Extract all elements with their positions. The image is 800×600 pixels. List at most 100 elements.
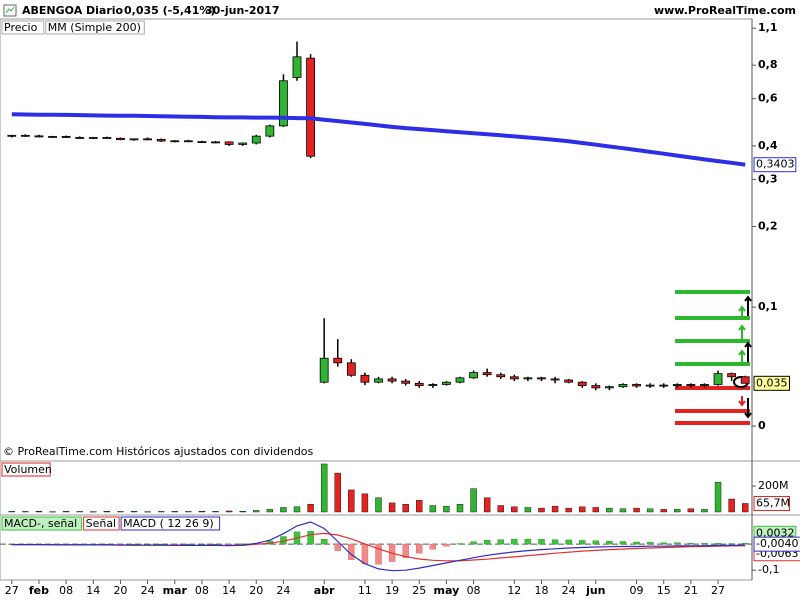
x-tick-label: jun xyxy=(585,584,605,597)
volume-bar xyxy=(375,497,382,513)
x-tick-label: 08 xyxy=(59,584,73,597)
candle-body xyxy=(129,138,139,141)
arrow-down xyxy=(744,398,752,419)
x-tick-label: 25 xyxy=(412,584,426,597)
volume-bar xyxy=(348,489,355,513)
candle-body xyxy=(482,372,492,376)
legend-entry: MACD ( 12 26 9) xyxy=(123,517,214,530)
macd-histogram-bar xyxy=(456,543,464,545)
candle-body xyxy=(550,378,560,381)
candle-body xyxy=(170,140,180,143)
value-tag: 0,0032 xyxy=(756,526,795,539)
candle-body xyxy=(577,381,587,386)
legend-entry: MM (Simple 200) xyxy=(48,21,141,34)
candle-body xyxy=(672,384,682,386)
price-tag-box xyxy=(753,375,790,391)
volume-bar xyxy=(416,500,423,513)
y-tick-label: -0,1 xyxy=(758,563,779,576)
volume-bar xyxy=(687,508,695,513)
macd-histogram-bar xyxy=(524,538,532,545)
header: ABENGOA Diario 0,035 (-5,41%) 30-jun-201… xyxy=(3,4,796,17)
y-tick-label: 0,6 xyxy=(758,92,778,105)
macd-histogram-bar xyxy=(551,539,559,545)
candle-body xyxy=(727,373,737,378)
volume-bar xyxy=(22,511,29,513)
y-tick-label: 0,8 xyxy=(758,58,778,71)
volume-bar xyxy=(429,505,437,513)
volume-bar xyxy=(660,509,667,513)
macd-histogram-bar xyxy=(511,538,518,545)
macd-histogram-bar xyxy=(198,543,206,545)
moving-average xyxy=(11,112,746,167)
volume-bar xyxy=(253,510,260,513)
volume-bar xyxy=(239,511,246,513)
candle-body xyxy=(686,384,696,386)
x-tick-label: 24 xyxy=(562,584,576,597)
macd-histogram-bar xyxy=(429,543,437,550)
period: Diario xyxy=(86,4,124,17)
macd-histogram-bar xyxy=(579,540,586,545)
volume-bar xyxy=(592,507,600,513)
candle-body xyxy=(156,138,166,142)
candle-body xyxy=(442,381,451,385)
candle-body xyxy=(7,134,17,137)
volume-bar xyxy=(524,507,532,513)
arrow-up xyxy=(744,295,752,316)
volume-bar xyxy=(551,505,559,513)
candle-body xyxy=(238,142,248,145)
volume-bar xyxy=(225,510,233,513)
candle-body xyxy=(387,378,397,382)
arrow-down xyxy=(738,396,746,407)
legend-box xyxy=(83,516,120,531)
candle-body xyxy=(319,357,329,383)
macd-histogram-bar xyxy=(239,543,246,545)
macd-histogram-bar xyxy=(416,543,423,554)
volume-bar xyxy=(171,511,178,513)
volume-bar xyxy=(8,511,15,513)
candle-body xyxy=(414,382,424,386)
volume-bar xyxy=(443,505,450,513)
volume-bar xyxy=(334,472,341,513)
macd-histogram-bar xyxy=(130,543,138,545)
legend-box xyxy=(1,20,45,35)
volume-bar xyxy=(565,507,572,513)
volume-bar xyxy=(701,509,708,513)
macd-histogram-bar xyxy=(375,543,382,565)
candle-body xyxy=(306,57,315,157)
candle-body xyxy=(224,141,234,145)
volume-bar xyxy=(62,511,70,513)
macd-histogram-bar xyxy=(687,543,695,545)
site: www.ProRealTime.com xyxy=(654,4,796,17)
candle-body xyxy=(564,379,574,383)
macd-histogram-bar xyxy=(443,543,450,547)
x-tick-label: 09 xyxy=(630,584,644,597)
macd-histogram-bar xyxy=(470,541,477,545)
candle-body xyxy=(604,386,614,389)
volume-bar xyxy=(470,488,477,513)
candle-body xyxy=(455,377,465,383)
candle-body xyxy=(211,141,220,144)
macd-histogram-bar xyxy=(225,543,233,545)
candle-body xyxy=(618,384,628,388)
y-tick-label: 0,3 xyxy=(758,172,778,185)
macd-histogram-bar xyxy=(742,543,749,545)
volume-bar xyxy=(280,507,287,513)
legend-box xyxy=(120,516,221,531)
x-tick-label: 08 xyxy=(195,584,209,597)
macd-histogram-bar xyxy=(144,543,151,545)
candle-body xyxy=(61,135,71,138)
candle-body xyxy=(700,384,709,386)
candle-body xyxy=(537,377,546,380)
macd-histogram-bar xyxy=(565,539,572,545)
candle-body xyxy=(523,377,533,380)
macd-histogram-bar xyxy=(483,540,491,545)
volume-bar xyxy=(35,511,43,513)
volume-bar xyxy=(579,506,586,513)
volume-bar xyxy=(538,507,545,513)
candle-body xyxy=(469,372,478,379)
candle-body xyxy=(75,137,85,139)
value-tag-box xyxy=(753,157,797,173)
x-tick-label: 24 xyxy=(141,584,155,597)
